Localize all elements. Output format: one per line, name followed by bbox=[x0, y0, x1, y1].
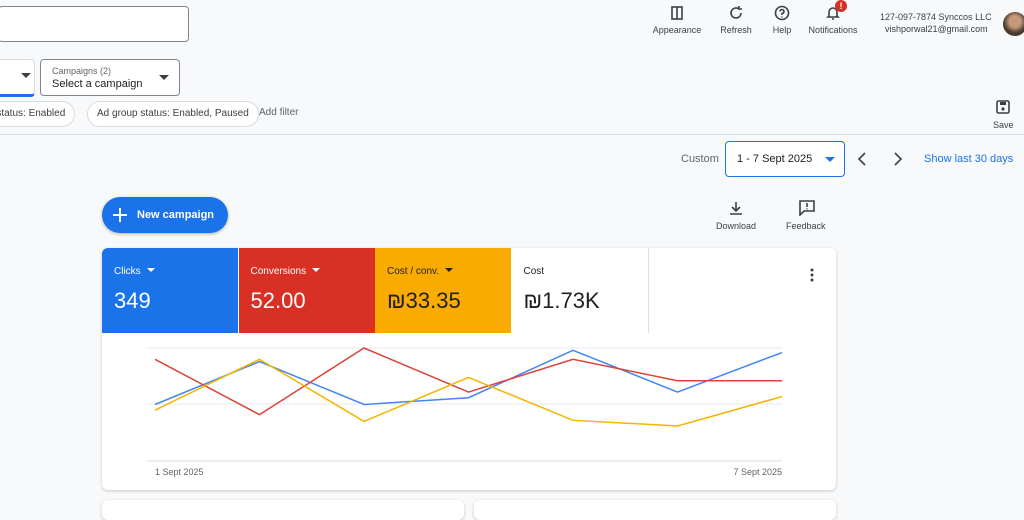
prev-button[interactable] bbox=[857, 152, 867, 166]
date-range: 1 - 7 Sept 2025 bbox=[737, 153, 813, 165]
filter-chip[interactable]: n status: Enabled bbox=[0, 101, 76, 127]
data-line bbox=[154, 349, 783, 406]
dropdown-arrow bbox=[445, 268, 454, 276]
data-line bbox=[154, 347, 782, 416]
new-campaign-button[interactable]: New campaign bbox=[102, 197, 228, 233]
metric-value: ₪1.73K bbox=[523, 288, 600, 313]
x-tick-label: 7 Sept 2025 bbox=[733, 467, 782, 477]
metric-tile[interactable]: Clicks 349 bbox=[102, 248, 238, 333]
date-shortcut[interactable]: Show last 30 days bbox=[924, 153, 1014, 165]
dropdown-arrow bbox=[146, 268, 155, 276]
toolbar-label: Notifications bbox=[808, 25, 858, 35]
metric-tile[interactable]: Cost ₪1.73K bbox=[511, 248, 649, 333]
next-button[interactable] bbox=[893, 152, 903, 166]
account-email: vishporwal21@gmail.com bbox=[885, 24, 988, 34]
avatar[interactable] bbox=[1003, 12, 1024, 36]
metric-label: Cost / conv. bbox=[387, 266, 454, 277]
feedback-label: Feedback bbox=[786, 221, 826, 231]
filter-chip[interactable]: Ad group status: Enabled, Paused bbox=[87, 101, 259, 127]
campaign-dropdown-label: Campaigns (2) bbox=[52, 66, 112, 76]
account-name: 127-097-7874 Synccos LLC bbox=[880, 12, 992, 22]
dropdown-arrow bbox=[21, 73, 31, 78]
metric-tile[interactable]: Conversions 52.00 bbox=[238, 248, 375, 333]
metric-tile[interactable]: Cost / conv. ₪33.35 bbox=[375, 248, 511, 333]
download-icon[interactable] bbox=[729, 201, 743, 215]
toolbar-label: Appearance bbox=[652, 25, 702, 35]
account-dropdown[interactable] bbox=[0, 59, 35, 97]
line-chart: 1 Sept 2025 7 Sept 2025 bbox=[147, 347, 783, 477]
feedback-icon[interactable] bbox=[799, 200, 815, 216]
divider bbox=[0, 134, 1024, 135]
download-label: Download bbox=[716, 221, 757, 231]
toolbar-icon[interactable] bbox=[728, 5, 744, 21]
dropdown-arrow bbox=[312, 268, 321, 276]
dropdown-arrow bbox=[159, 75, 169, 80]
notification-badge: ! bbox=[835, 0, 847, 12]
metric-value: ₪33.35 bbox=[387, 288, 461, 313]
toolbar-label: Help bbox=[772, 25, 792, 35]
save-icon[interactable] bbox=[996, 100, 1010, 114]
save-label: Save bbox=[993, 120, 1014, 130]
toolbar-label: Refresh bbox=[720, 25, 752, 35]
card bbox=[474, 500, 836, 520]
x-tick-label: 1 Sept 2025 bbox=[155, 467, 204, 477]
metric-label: Conversions bbox=[251, 266, 321, 277]
toolbar-icon[interactable] bbox=[669, 5, 685, 21]
plus-icon bbox=[113, 208, 127, 222]
page: Appearance Refresh Help Notifications ! 127… bbox=[0, 0, 1024, 490]
new-campaign-label: New campaign bbox=[137, 209, 215, 221]
add-filter[interactable]: Add filter bbox=[259, 107, 299, 118]
performance-card: Clicks 349 Conversions 52.00 Cost / conv. ₪33… bbox=[102, 248, 836, 490]
more-menu[interactable] bbox=[809, 267, 815, 283]
metric-label: Cost bbox=[523, 266, 545, 277]
metric-label: Clicks bbox=[114, 266, 155, 277]
card bbox=[102, 500, 464, 520]
metric-value: 349 bbox=[114, 288, 151, 313]
data-line bbox=[154, 358, 783, 427]
campaign-dropdown[interactable]: Campaigns (2) Select a campaign bbox=[40, 59, 180, 96]
toolbar-icon[interactable] bbox=[774, 5, 790, 21]
search-box[interactable] bbox=[0, 6, 189, 42]
date-picker[interactable]: 1 - 7 Sept 2025 bbox=[725, 141, 845, 177]
dropdown-arrow bbox=[825, 157, 835, 162]
campaign-dropdown-value: Select a campaign bbox=[52, 78, 143, 90]
date-mode: Custom bbox=[681, 153, 719, 165]
metric-value: 52.00 bbox=[250, 288, 306, 313]
